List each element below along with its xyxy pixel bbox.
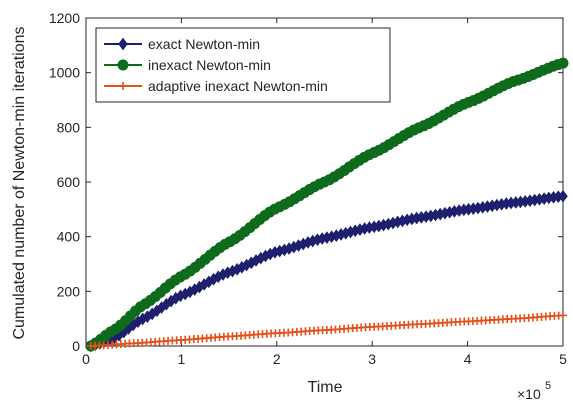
series-exact-newton-min [86, 189, 568, 353]
x-exponent-prefix: ×10 [517, 386, 541, 402]
y-tick-label: 200 [57, 283, 81, 299]
legend-label: inexact Newton-min [148, 57, 271, 73]
x-tick-label: 4 [464, 351, 472, 367]
legend-item: adaptive inexact Newton-min [104, 78, 328, 94]
y-tick-label: 1000 [49, 65, 80, 81]
y-tick-label: 0 [72, 338, 80, 354]
data-point [557, 57, 569, 69]
data-point [559, 311, 567, 320]
legend-item: inexact Newton-min [104, 57, 271, 73]
data-point [558, 189, 568, 203]
y-tick-label: 1200 [49, 10, 80, 26]
legend-label: exact Newton-min [148, 36, 260, 52]
legend-label: adaptive inexact Newton-min [148, 78, 328, 94]
data-point [118, 37, 128, 51]
series-adaptive-inexact-newton-min [86, 311, 567, 350]
x-tick-label: 0 [82, 351, 90, 367]
data-point [117, 59, 129, 71]
series-layer [85, 57, 569, 353]
x-tick-label: 3 [368, 351, 376, 367]
y-axis-label: Cumulated number of Newton-min iteration… [11, 26, 28, 339]
legend-box [95, 27, 391, 103]
x-tick-label: 1 [178, 351, 186, 367]
x-axis-label: Time [308, 379, 343, 396]
x-tick-label: 5 [559, 351, 567, 367]
axis-ticks: 0 1 2 3 4 5 0 200 400 600 800 1000 1200 [49, 10, 567, 367]
data-point [119, 82, 127, 90]
x-tick-label: 2 [273, 351, 281, 367]
series-inexact-newton-min [85, 57, 569, 352]
y-tick-label: 400 [57, 229, 81, 245]
y-tick-label: 600 [57, 174, 81, 190]
legend: exact Newton-min inexact Newton-min adapti… [95, 27, 391, 103]
x-exponent-power: 5 [545, 380, 551, 392]
legend-item: exact Newton-min [104, 36, 260, 52]
y-tick-label: 800 [57, 119, 81, 135]
